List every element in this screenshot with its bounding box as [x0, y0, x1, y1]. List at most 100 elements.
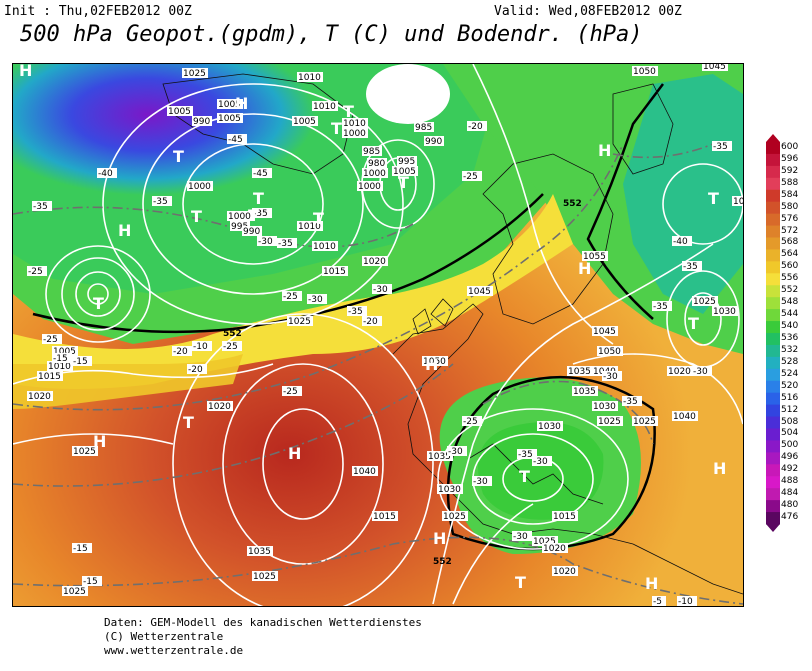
temperature-label-bg [672, 236, 692, 246]
pressure-label: 1000 [188, 182, 211, 192]
cold-core [13, 64, 493, 294]
temperature-label-bg [282, 386, 302, 396]
temperature-label: -20 [468, 122, 483, 132]
colorbar-top-arrow [766, 134, 780, 142]
temperature-label-bg [467, 121, 487, 131]
temperature-label-bg [462, 416, 482, 426]
polar-cap [366, 64, 450, 124]
pressure-label-bg [182, 68, 208, 78]
pressure-label-bg [732, 196, 743, 206]
pressure-label-bg [297, 72, 323, 82]
temperature-label-bg [517, 449, 537, 459]
colorbar-tick-label: 584 [781, 189, 799, 200]
pressure-label: 1015 [38, 372, 61, 382]
pressure-label-bg [227, 211, 253, 221]
temperature-label-bg [32, 201, 52, 211]
pressure-label-bg [207, 401, 233, 411]
temperature-label: -25 [223, 342, 238, 352]
low-pressure-marker: T [183, 413, 194, 432]
pressure-label-bg [692, 296, 718, 306]
colorbar-tick-label: 556 [781, 273, 799, 284]
colorbar-tick-label: 596 [781, 153, 799, 164]
pressure-label: 1045 [593, 327, 616, 337]
low-pressure-marker: T [93, 294, 104, 313]
pressure-label: 1045 [703, 64, 726, 72]
pressure-label-bg [292, 116, 318, 126]
low-pressure-marker: T [688, 314, 699, 333]
colorbar-swatch [766, 500, 780, 513]
temperature-label: -10 [678, 597, 693, 606]
colorbar-tick-label: 564 [781, 249, 799, 260]
pressure-label-bg [442, 511, 468, 521]
low-pressure-marker: T [398, 173, 409, 192]
pressure-label: 985 [363, 147, 380, 157]
temperature-label-bg [512, 531, 532, 541]
pressure-label-bg [192, 116, 212, 126]
temperature-label: -30 [513, 532, 528, 542]
colorbar-tick-label: 528 [781, 356, 799, 367]
pressure-label: 1000 [228, 212, 251, 222]
pressure-label-bg [247, 546, 273, 556]
high-pressure-marker: H [433, 529, 446, 548]
colorbar-tick-label: 524 [781, 368, 799, 379]
temperature-label-bg [462, 171, 482, 181]
pressure-label: 1020 [28, 392, 51, 402]
temperature-label: -35 [33, 202, 48, 212]
pressure-label: 1030 [713, 307, 736, 317]
colorbar-tick-label: 536 [781, 332, 799, 343]
pressure-label: 1040 [673, 412, 696, 422]
pressure-label: 1035 [573, 387, 596, 397]
colorbar-swatch [766, 333, 780, 346]
temperature-label-bg [227, 134, 247, 144]
contour-552-label: 552 [563, 199, 582, 209]
pressure-label-bg [357, 181, 383, 191]
isobars [13, 64, 743, 606]
credit-line-data: Daten: GEM-Modell des kanadischen Wetter… [104, 616, 422, 629]
pressure-label-bg [342, 128, 368, 138]
pressure-label-bg [167, 106, 193, 116]
colorbar-tick-label: 532 [781, 344, 799, 355]
colorbar-bottom-arrow [766, 524, 780, 532]
temperature-label: -25 [283, 292, 298, 302]
colorbar-swatch [766, 356, 780, 370]
coastline-europe [392, 303, 743, 595]
colorbar-swatch [766, 249, 780, 262]
temperature-label-bg [682, 261, 702, 271]
high-pressure-marker: H [578, 259, 591, 278]
pressure-label-bg [287, 316, 313, 326]
colorbar-swatch [766, 512, 780, 525]
temperature-label: -15 [53, 354, 68, 364]
temperature-label-bg [712, 141, 732, 151]
temperature-label: -15 [83, 577, 98, 587]
temperature-label: -30 [308, 295, 323, 305]
pressure-label-bg [632, 416, 658, 426]
temperature-label-bg [652, 596, 666, 606]
temperature-label: -30 [448, 447, 463, 457]
pressure-label-bg [542, 543, 568, 553]
colorbar-tick-label: 492 [781, 464, 799, 475]
pressure-label: 1010 [298, 73, 321, 83]
temperature-label: -30 [473, 477, 488, 487]
pressure-label: 1045 [468, 287, 491, 297]
temperature-label-bg [347, 306, 367, 316]
pressure-label-bg [592, 401, 618, 411]
colorbar-swatch [766, 261, 780, 274]
pressure-label-bg [37, 371, 63, 381]
pressure-label: 1020 [363, 257, 386, 267]
low-pressure-marker: T [191, 207, 202, 226]
pressure-label: 1050 [633, 67, 656, 77]
pressure-label: 1020 [208, 402, 231, 412]
pressure-label: 1025 [633, 417, 656, 427]
high-pressure-marker: H [713, 459, 726, 478]
pressure-label: 1055 [583, 252, 606, 262]
temperature-label: -5 [653, 597, 662, 606]
pressure-label-bg [297, 221, 323, 231]
contour-552-north [32, 193, 544, 334]
temperature-label: -35 [278, 239, 293, 249]
high-pressure-marker: H [598, 141, 611, 160]
temperature-label-bg [372, 284, 392, 294]
temperature-label: -20 [188, 365, 203, 375]
temperature-label: -35 [153, 197, 168, 207]
